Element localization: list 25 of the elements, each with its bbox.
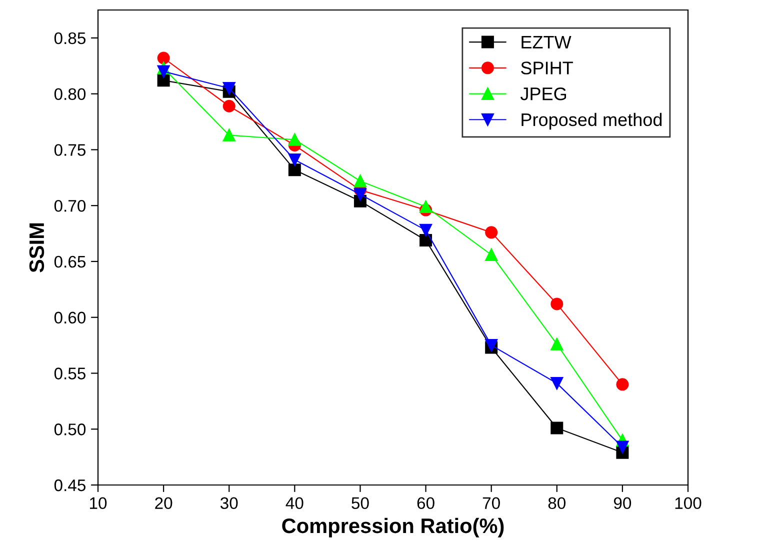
y-axis-title: SSIM (29, 223, 44, 272)
x-tick-label: 40 (286, 497, 304, 510)
y-tick-label: 0.50 (54, 424, 86, 436)
legend-label: EZTW (522, 36, 572, 48)
y-tick-label: 0.55 (54, 368, 86, 380)
x-tick-label: 10 (90, 497, 107, 510)
x-tick-label: 70 (482, 497, 500, 510)
y-tick-label: 0.65 (54, 256, 86, 268)
x-tick-label: 80 (548, 497, 566, 510)
y-tick-label: 0.80 (54, 88, 86, 100)
x-tick-label: 90 (614, 497, 632, 510)
x-tick-label: 20 (155, 497, 172, 510)
y-tick-label: 0.45 (54, 479, 86, 492)
legend-label: Proposed method (522, 112, 662, 130)
legend-label: JPEG (520, 87, 566, 100)
x-axis-title: Compression Ratio(%) (282, 518, 504, 538)
x-tick-label: 100 (675, 497, 702, 510)
x-tick-label: 50 (352, 497, 369, 510)
x-tick-label: 60 (417, 497, 434, 510)
y-tick-label: 0.75 (54, 144, 86, 156)
y-tick-label: 0.85 (54, 32, 86, 44)
x-tick-label: 30 (220, 497, 238, 510)
y-tick-label: 0.60 (54, 312, 86, 324)
y-tick-label: 0.70 (54, 200, 86, 212)
legend-label: SPIHT (521, 62, 573, 74)
